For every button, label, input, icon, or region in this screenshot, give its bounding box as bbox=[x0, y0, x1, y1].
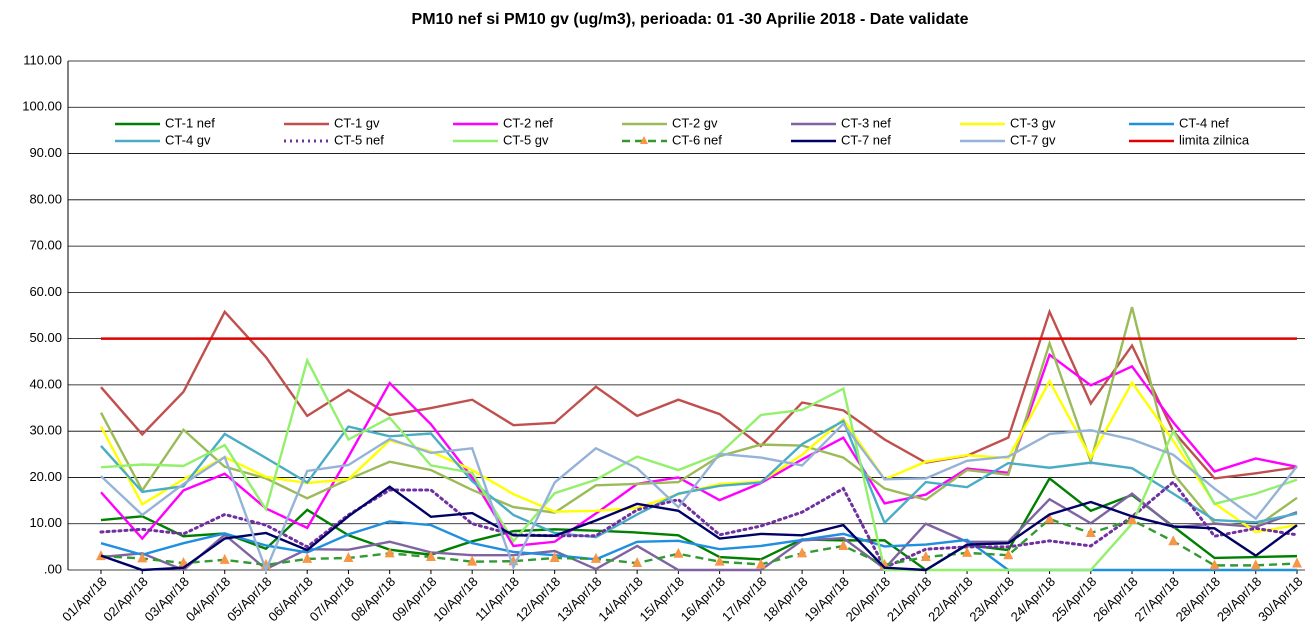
y-tick-label: 90.00 bbox=[29, 145, 62, 160]
marker bbox=[755, 558, 766, 569]
y-tick-label: 100.00 bbox=[22, 99, 62, 114]
marker bbox=[962, 546, 973, 557]
series-line bbox=[100, 308, 1298, 480]
marker bbox=[343, 551, 354, 562]
marker bbox=[632, 557, 643, 568]
series-line bbox=[100, 357, 1298, 572]
legend-label: CT-3 nef bbox=[841, 115, 891, 130]
y-tick-label: 110.00 bbox=[23, 52, 62, 67]
marker bbox=[797, 547, 808, 558]
marker bbox=[1127, 514, 1138, 525]
legend-label: CT-7 gv bbox=[1010, 132, 1056, 147]
series-line bbox=[100, 517, 1298, 567]
legend-label: CT-5 nef bbox=[334, 132, 384, 147]
marker bbox=[1003, 549, 1014, 560]
legend-label: CT-4 nef bbox=[1179, 115, 1229, 130]
marker bbox=[549, 551, 560, 562]
legend-label: CT-4 gv bbox=[165, 132, 211, 147]
y-tick-label: 70.00 bbox=[29, 238, 62, 253]
y-tick-label: 30.00 bbox=[29, 423, 62, 438]
x-tick-label: 10/Apr/18 bbox=[430, 574, 480, 624]
legend-label: CT-1 nef bbox=[165, 115, 215, 130]
series-line bbox=[100, 419, 1298, 539]
marker bbox=[1085, 526, 1096, 537]
series-line bbox=[100, 485, 1298, 572]
chart-title: PM10 nef si PM10 gv (ug/m3), perioada: 0… bbox=[412, 11, 969, 28]
y-tick-label: 80.00 bbox=[29, 191, 62, 206]
marker bbox=[467, 555, 478, 566]
y-tick-label: 10.00 bbox=[29, 515, 62, 530]
marker bbox=[838, 539, 849, 550]
series-line bbox=[100, 421, 1298, 574]
marker bbox=[1250, 559, 1261, 570]
marker bbox=[425, 551, 436, 562]
marker bbox=[1209, 559, 1220, 570]
legend-label: CT-2 gv bbox=[672, 115, 718, 130]
marker bbox=[920, 551, 931, 562]
legend-label: CT-1 gv bbox=[334, 115, 380, 130]
marker bbox=[302, 552, 313, 563]
y-tick-label: 60.00 bbox=[29, 284, 62, 299]
legend-label: CT-3 gv bbox=[1010, 115, 1056, 130]
y-tick-label: 20.00 bbox=[29, 469, 62, 484]
y-tick-label: .00 bbox=[44, 561, 62, 576]
marker bbox=[1292, 557, 1302, 568]
legend-label: limita zilnica bbox=[1179, 132, 1250, 147]
series-line bbox=[100, 520, 1297, 572]
marker bbox=[1168, 535, 1179, 546]
marker bbox=[673, 547, 684, 558]
marker bbox=[219, 553, 230, 564]
series-line bbox=[100, 492, 1298, 572]
series-line bbox=[99, 479, 1299, 570]
marker bbox=[137, 552, 148, 563]
legend-label: CT-6 nef bbox=[672, 132, 722, 147]
legend-label: CT-2 nef bbox=[503, 115, 553, 130]
x-tick-label: 30/Apr/18 bbox=[1255, 574, 1305, 624]
marker bbox=[590, 552, 601, 563]
legend-label: CT-5 gv bbox=[503, 132, 549, 147]
series-line bbox=[99, 306, 1298, 529]
y-tick-label: 50.00 bbox=[29, 330, 62, 345]
marker bbox=[1044, 513, 1055, 524]
marker bbox=[714, 555, 725, 566]
marker bbox=[384, 547, 395, 558]
legend-label: CT-7 nef bbox=[841, 132, 891, 147]
legend-box bbox=[105, 112, 1297, 152]
y-tick-label: 40.00 bbox=[29, 376, 62, 391]
legend-marker bbox=[640, 136, 648, 144]
